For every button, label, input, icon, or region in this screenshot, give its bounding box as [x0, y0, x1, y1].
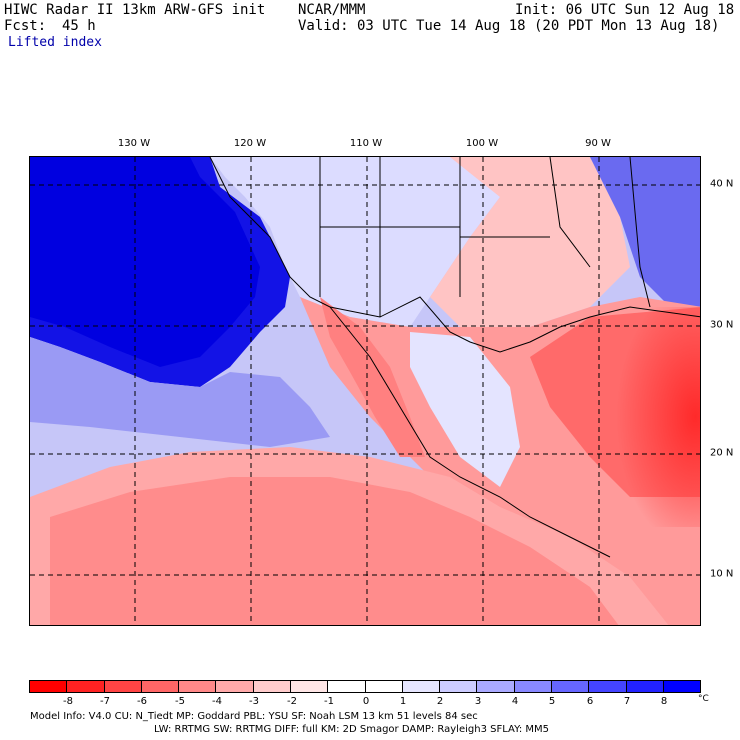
- tick-label: -2: [287, 696, 297, 707]
- tick-label: -3: [249, 696, 259, 707]
- borders: [209, 157, 700, 558]
- colorbar-swatch: [328, 681, 366, 692]
- colorbar-swatch: [589, 681, 627, 692]
- valid-time: Valid: 03 UTC Tue 14 Aug 18 (20 PDT Mon …: [298, 18, 720, 34]
- tick-label: 5: [548, 696, 556, 707]
- lat-label-30n: 30 N: [710, 319, 734, 331]
- tick-label: -5: [175, 696, 185, 707]
- tick-label: 1: [399, 696, 407, 707]
- transitional-band: [30, 337, 330, 447]
- tick-label: -7: [100, 696, 110, 707]
- colorbar-unit: °C: [698, 694, 709, 704]
- forecast-label: Fcst:: [4, 18, 47, 34]
- tick-label: 3: [474, 696, 482, 707]
- colorbar-swatch: [104, 681, 142, 692]
- lon-label-130w: 130 W: [117, 138, 151, 149]
- lat-label-10n: 10 N: [710, 568, 734, 580]
- forecast-hour: 45 h: [62, 18, 96, 34]
- colorbar-swatch: [477, 681, 515, 692]
- tick-label: -4: [212, 696, 222, 707]
- tick-label: 8: [660, 696, 668, 707]
- tick-label: -1: [324, 696, 334, 707]
- gulf-instability-core: [570, 307, 700, 527]
- colorbar: [29, 680, 701, 693]
- tick-label: 0: [362, 696, 370, 707]
- colorbar-swatch: [30, 681, 68, 692]
- lon-label-120w: 120 W: [233, 138, 267, 149]
- colorbar-swatch: [514, 681, 552, 692]
- colorbar-swatch: [253, 681, 291, 692]
- northeast-stable: [590, 157, 700, 317]
- colorbar-swatch: [141, 681, 180, 692]
- lon-label-100w: 100 W: [465, 138, 499, 149]
- tick-label: 7: [623, 696, 631, 707]
- sierra-madre-west: [320, 297, 425, 457]
- colorbar-swatch: [551, 681, 590, 692]
- tick-label: 6: [586, 696, 594, 707]
- graticule: [30, 157, 700, 625]
- tick-label: 2: [436, 696, 444, 707]
- mexican-plateau: [410, 332, 520, 487]
- lon-label-90w: 90 W: [585, 138, 611, 149]
- stable-airmass-pacific-inner: [30, 157, 260, 367]
- us-plains: [430, 157, 630, 327]
- lat-label-40n: 40 N: [710, 178, 734, 190]
- colorbar-swatch: [440, 681, 478, 692]
- colorbar-swatch: [179, 681, 217, 692]
- model-title: HIWC Radar II 13km ARW-GFS init: [4, 2, 266, 18]
- model-info-line-1: Model Info: V4.0 CU: N_Tiedt MP: Goddard…: [30, 711, 478, 722]
- lifted-index-map: [29, 156, 701, 626]
- colorbar-swatch: [216, 681, 254, 692]
- field-name: Lifted index: [8, 35, 102, 50]
- tick-label: -6: [137, 696, 147, 707]
- us-interior: [210, 157, 500, 327]
- lat-label-20n: 20 N: [710, 447, 734, 459]
- colorbar-swatch: [290, 681, 329, 692]
- init-time: Init: 06 UTC Sun 12 Aug 18: [515, 2, 735, 18]
- model-info-line-2: LW: RRTMG SW: RRTMG DIFF: full KM: 2D Sm…: [154, 724, 550, 735]
- colorbar-swatch: [663, 681, 701, 692]
- colorbar-swatch: [67, 681, 105, 692]
- colorbar-swatch: [402, 681, 441, 692]
- tick-label: -8: [63, 696, 73, 707]
- organization: NCAR/MMM: [298, 2, 366, 18]
- tick-label: 4: [511, 696, 519, 707]
- itcz-core: [50, 477, 619, 625]
- colorbar-swatch: [626, 681, 664, 692]
- colorbar-swatch: [365, 681, 403, 692]
- lon-label-110w: 110 W: [349, 138, 383, 149]
